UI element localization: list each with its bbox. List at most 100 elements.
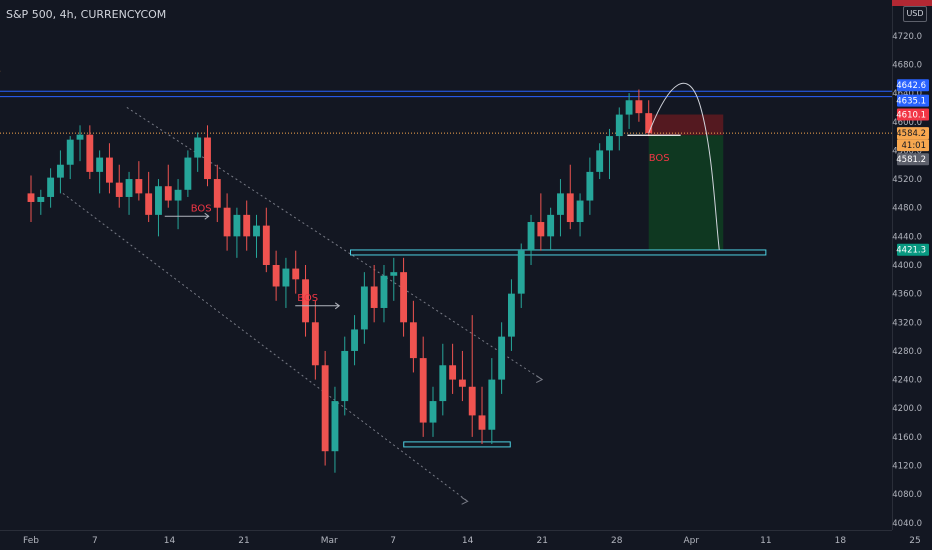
candle-body: [596, 150, 604, 172]
candle: [615, 107, 623, 151]
candle-body: [47, 177, 55, 197]
candle-body: [409, 322, 417, 359]
candle: [204, 125, 211, 187]
candle-body: [351, 329, 358, 351]
candle-body: [439, 365, 447, 402]
price-label-resistance-lower: 4635.1: [896, 94, 929, 107]
x-tick-label: 25: [909, 536, 920, 546]
overlays: [627, 82, 720, 250]
candle-body: [429, 401, 437, 423]
candle: [145, 171, 153, 223]
candle: [596, 143, 604, 180]
price-label-last-bg: [897, 127, 929, 140]
y-tick-label: 4400.0: [892, 261, 922, 271]
price-label-countdown-bg: [897, 139, 929, 152]
candle: [135, 161, 143, 201]
y-tick-label: 4360.0: [892, 290, 922, 300]
candle-body: [66, 139, 74, 165]
candle: [27, 175, 35, 223]
candle: [419, 336, 427, 437]
candle-body: [527, 222, 535, 251]
candle-body: [390, 272, 398, 276]
candle-body: [449, 365, 457, 380]
candle: [174, 179, 182, 230]
candle: [321, 350, 329, 466]
price-label-resistance-lower-bg: [897, 94, 929, 107]
candle-body: [204, 137, 211, 180]
candle-body: [213, 179, 221, 208]
candle: [498, 322, 506, 394]
candle: [439, 343, 447, 416]
candle-body: [508, 293, 515, 337]
candle-body: [262, 225, 270, 265]
candle-body: [135, 179, 143, 194]
price-label-stop-loss-text: 4610.1: [896, 111, 926, 121]
candle: [125, 171, 133, 215]
candle-body: [341, 350, 349, 402]
candle-body: [498, 336, 506, 380]
candle: [547, 207, 555, 251]
x-tick-label: 18: [835, 536, 847, 546]
candle-body: [253, 225, 260, 237]
price-label-resistance-lower-text: 4635.1: [896, 97, 926, 107]
price-label-take-profit-text: 4421.3: [896, 246, 926, 256]
candle-body: [184, 157, 192, 190]
candle: [233, 207, 241, 258]
candle: [635, 89, 643, 122]
candle-body: [155, 186, 162, 215]
bos-arrowhead: [334, 302, 341, 310]
top-price-marker: [892, 0, 932, 6]
candle: [272, 250, 280, 301]
candle: [76, 125, 84, 162]
y-tick-label: 4200.0: [892, 404, 922, 414]
candle: [458, 350, 466, 402]
candle-body: [96, 157, 104, 172]
candle: [47, 168, 55, 208]
price-label-countdown: 41:01: [897, 139, 929, 152]
bos-label: BOS: [297, 293, 318, 304]
candle: [429, 386, 437, 437]
y-tick-label: 4480.0: [892, 204, 922, 214]
drawings: [0, 70, 892, 505]
candle: [645, 100, 653, 137]
candle-body: [635, 100, 643, 114]
candle: [106, 143, 113, 194]
candle: [400, 257, 408, 337]
candle: [527, 214, 535, 265]
candle: [488, 358, 496, 445]
candle-body: [164, 186, 172, 201]
channel-arrow: [461, 496, 469, 505]
candle: [86, 125, 94, 180]
x-tick-label: Apr: [684, 536, 700, 546]
candle: [380, 265, 388, 323]
candle-body: [311, 322, 319, 366]
x-tick-label: 21: [238, 536, 249, 546]
price-label-entry: 4581.2: [896, 153, 929, 166]
candle-body: [233, 214, 241, 237]
candle: [557, 179, 564, 237]
price-labels: 4642.6 4635.1 4610.1 4584.2 41:01 4581.2 4421.…: [896, 79, 929, 256]
price-label-resistance-upper-text: 4642.6: [896, 81, 926, 91]
y-tick-label: 4520.0: [892, 175, 922, 185]
candle: [184, 150, 192, 197]
candle-body: [56, 164, 64, 178]
symbol-title: S&P 500, 4h, CURRENCYCOM: [6, 8, 167, 21]
candle: [292, 250, 300, 294]
y-tick-label: 4080.0: [892, 490, 922, 500]
candle-body: [223, 207, 231, 237]
price-label-entry-bg: [897, 153, 929, 166]
candle: [302, 265, 309, 337]
candle-body: [547, 214, 555, 237]
currency-button[interactable]: USD: [903, 6, 927, 22]
candle: [409, 300, 417, 373]
x-tick-label: 7: [390, 536, 396, 546]
projection-path: [648, 82, 720, 250]
candle-body: [106, 157, 113, 183]
candle: [164, 164, 172, 208]
bos-label: BOS: [649, 153, 670, 164]
candle-body: [615, 114, 623, 137]
candle-body: [174, 189, 182, 201]
candle-body: [125, 179, 133, 197]
